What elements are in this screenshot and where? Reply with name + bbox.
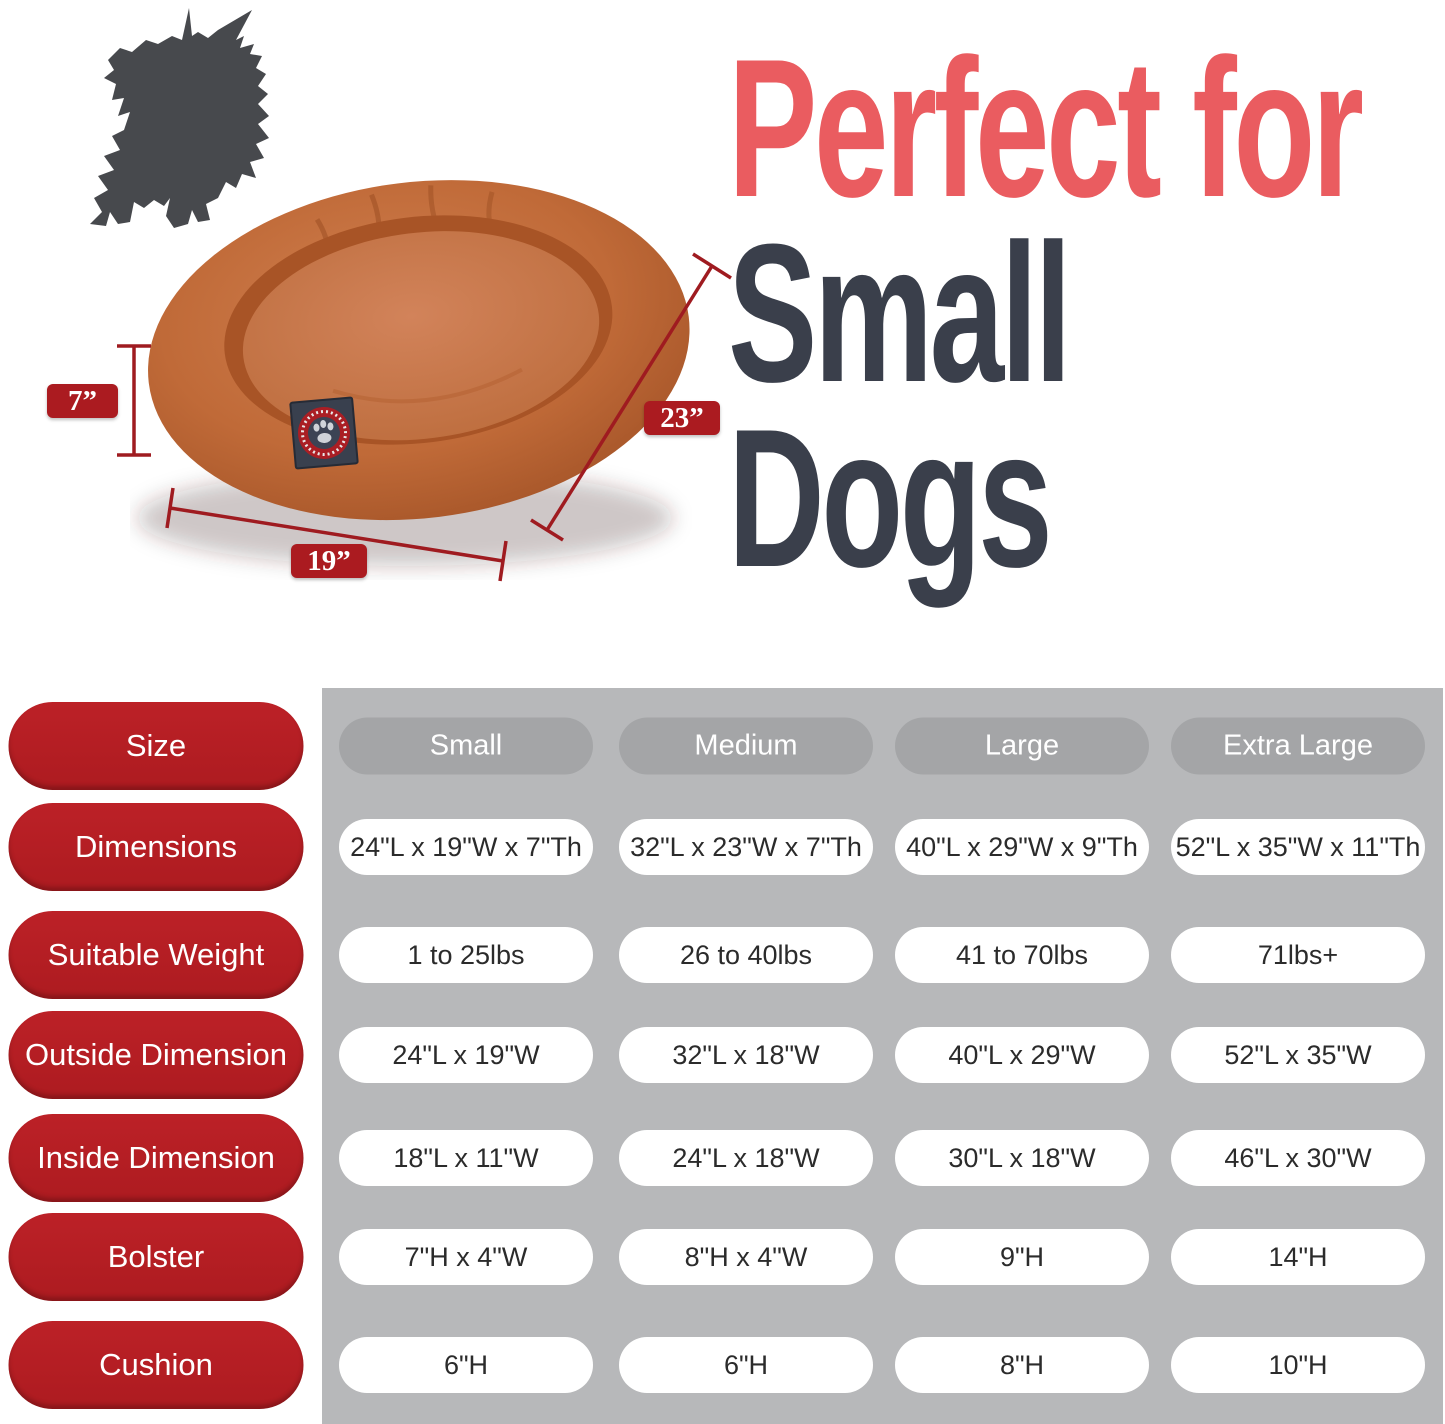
cell-pill: 8"H x 4"W [619, 1229, 873, 1285]
cell-pill: 1 to 25lbs [339, 927, 593, 983]
small-terrier-silhouette-icon [90, 8, 269, 228]
bed-cushion [242, 231, 600, 441]
dog-bed-image [137, 180, 690, 566]
column-header-pill: Medium [619, 717, 873, 775]
row-label-pill: Dimensions [8, 803, 304, 891]
row-label-pill: Cushion [8, 1321, 304, 1409]
cell-pill: 8"H [895, 1337, 1149, 1393]
cell-pill: 24"L x 19"W [339, 1027, 593, 1083]
hero-section: 7” 23” 19” Perfect for Small Dogs [0, 0, 1445, 688]
headline-line-dogs: Dogs [728, 388, 1053, 608]
headline: Perfect for Small Dogs [728, 0, 1445, 660]
column-header-pill: Extra Large [1171, 717, 1425, 775]
cell-pill: 10"H [1171, 1337, 1425, 1393]
column-header-pill: Small [339, 717, 593, 775]
cell-pill: 46"L x 30"W [1171, 1130, 1425, 1186]
cell-pill: 26 to 40lbs [619, 927, 873, 983]
cell-pill: 6"H [339, 1337, 593, 1393]
cell-pill: 9"H [895, 1229, 1149, 1285]
cell-pill: 32"L x 18"W [619, 1027, 873, 1083]
cell-pill: 14"H [1171, 1229, 1425, 1285]
cell-pill: 30"L x 18"W [895, 1130, 1149, 1186]
brand-patch [289, 396, 359, 470]
height-dimension-label: 7” [47, 384, 118, 418]
row-label-pill: Suitable Weight [8, 911, 304, 999]
cell-pill: 52"L x 35"W [1171, 1027, 1425, 1083]
cell-pill: 40"L x 29"W x 9"Th [895, 819, 1149, 875]
cell-pill: 32"L x 23"W x 7"Th [619, 819, 873, 875]
row-label-pill: Inside Dimension [8, 1114, 304, 1202]
cell-pill: 6"H [619, 1337, 873, 1393]
row-label-pill: Size [8, 702, 304, 790]
cell-pill: 7"H x 4"W [339, 1229, 593, 1285]
cell-pill: 24"L x 19"W x 7"Th [339, 819, 593, 875]
cell-pill: 52"L x 35"W x 11"Th [1171, 819, 1425, 875]
width-dimension-label: 19” [291, 544, 367, 578]
cell-pill: 18"L x 11"W [339, 1130, 593, 1186]
cell-pill: 24"L x 18"W [619, 1130, 873, 1186]
cell-pill: 71lbs+ [1171, 927, 1425, 983]
headline-line-small: Small [728, 203, 1072, 423]
headline-accent-line: Perfect for [728, 18, 1364, 238]
cell-pill: 40"L x 29"W [895, 1027, 1149, 1083]
row-label-pill: Bolster [8, 1213, 304, 1301]
column-header-pill: Large [895, 717, 1149, 775]
length-dimension-label: 23” [644, 401, 720, 435]
row-label-pill: Outside Dimension [8, 1011, 304, 1099]
cell-pill: 41 to 70lbs [895, 927, 1149, 983]
